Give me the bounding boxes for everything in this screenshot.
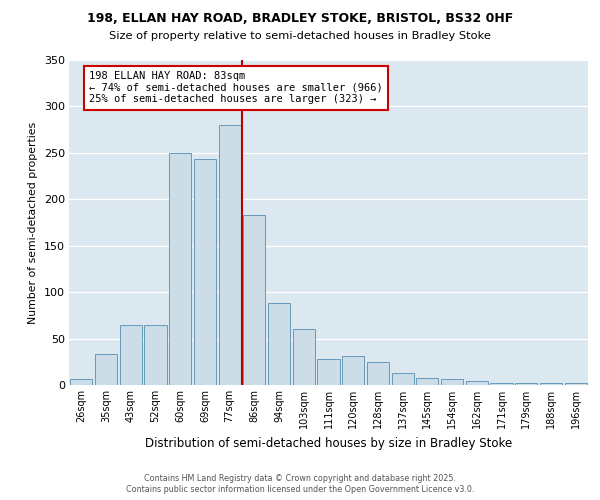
Bar — [268, 304, 290, 385]
Bar — [119, 324, 142, 385]
Bar — [70, 378, 92, 385]
Y-axis label: Number of semi-detached properties: Number of semi-detached properties — [28, 122, 38, 324]
Bar — [392, 373, 414, 385]
Bar — [317, 359, 340, 385]
Bar — [540, 383, 562, 385]
Bar — [490, 383, 512, 385]
Bar — [243, 215, 265, 385]
Bar — [194, 160, 216, 385]
Bar — [565, 383, 587, 385]
Text: Size of property relative to semi-detached houses in Bradley Stoke: Size of property relative to semi-detach… — [109, 31, 491, 41]
Bar — [466, 382, 488, 385]
Bar — [145, 324, 167, 385]
Text: 198, ELLAN HAY ROAD, BRADLEY STOKE, BRISTOL, BS32 0HF: 198, ELLAN HAY ROAD, BRADLEY STOKE, BRIS… — [87, 12, 513, 26]
Bar — [95, 354, 117, 385]
Bar — [416, 378, 439, 385]
Text: 198 ELLAN HAY ROAD: 83sqm
← 74% of semi-detached houses are smaller (966)
25% of: 198 ELLAN HAY ROAD: 83sqm ← 74% of semi-… — [89, 71, 383, 104]
X-axis label: Distribution of semi-detached houses by size in Bradley Stoke: Distribution of semi-detached houses by … — [145, 437, 512, 450]
Bar — [515, 383, 538, 385]
Bar — [218, 125, 241, 385]
Bar — [367, 362, 389, 385]
Bar — [342, 356, 364, 385]
Text: Contains HM Land Registry data © Crown copyright and database right 2025.
Contai: Contains HM Land Registry data © Crown c… — [126, 474, 474, 494]
Bar — [441, 378, 463, 385]
Bar — [293, 330, 315, 385]
Bar — [169, 153, 191, 385]
